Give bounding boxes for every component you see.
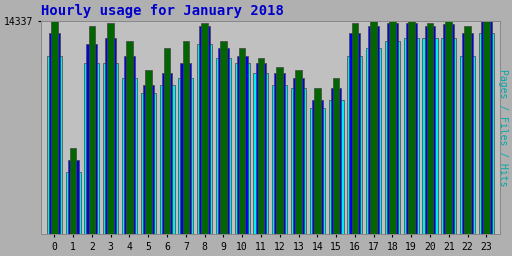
Bar: [481, 21, 492, 234]
Bar: [143, 85, 154, 234]
Bar: [329, 100, 344, 234]
Bar: [239, 48, 245, 234]
Bar: [199, 26, 210, 234]
Bar: [68, 160, 78, 234]
Bar: [443, 24, 454, 234]
Bar: [331, 88, 342, 234]
Bar: [145, 70, 152, 234]
Bar: [272, 85, 287, 234]
Bar: [333, 78, 339, 234]
Bar: [424, 26, 435, 234]
Bar: [218, 48, 229, 234]
Bar: [368, 26, 379, 234]
Bar: [426, 23, 433, 234]
Bar: [479, 33, 494, 234]
Bar: [464, 26, 471, 234]
Bar: [108, 23, 114, 234]
Bar: [293, 78, 304, 234]
Bar: [385, 41, 400, 234]
Bar: [103, 63, 118, 234]
Bar: [234, 63, 250, 234]
Bar: [216, 59, 231, 234]
Bar: [164, 48, 170, 234]
Bar: [366, 48, 381, 234]
Bar: [310, 108, 325, 234]
Bar: [253, 73, 268, 234]
Bar: [314, 88, 321, 234]
Bar: [389, 21, 396, 234]
Bar: [408, 21, 415, 234]
Bar: [162, 73, 173, 234]
Bar: [460, 56, 475, 234]
Bar: [87, 44, 97, 234]
Bar: [255, 63, 266, 234]
Bar: [178, 78, 194, 234]
Bar: [483, 21, 489, 234]
Bar: [220, 41, 227, 234]
Bar: [291, 88, 306, 234]
Bar: [403, 38, 419, 234]
Bar: [47, 56, 62, 234]
Bar: [441, 38, 456, 234]
Bar: [160, 85, 175, 234]
Y-axis label: Pages / Files / Hits: Pages / Files / Hits: [498, 69, 508, 186]
Bar: [274, 73, 285, 234]
Bar: [237, 56, 248, 234]
Bar: [126, 41, 133, 234]
Bar: [201, 23, 208, 234]
Bar: [347, 56, 362, 234]
Bar: [258, 59, 264, 234]
Bar: [122, 78, 137, 234]
Bar: [51, 21, 58, 234]
Bar: [295, 70, 302, 234]
Bar: [422, 38, 438, 234]
Bar: [352, 23, 358, 234]
Bar: [445, 21, 452, 234]
Bar: [276, 67, 283, 234]
Bar: [197, 44, 212, 234]
Bar: [124, 56, 135, 234]
Text: Hourly usage for January 2018: Hourly usage for January 2018: [41, 4, 284, 18]
Bar: [141, 93, 156, 234]
Bar: [49, 33, 60, 234]
Bar: [84, 63, 99, 234]
Bar: [350, 33, 360, 234]
Bar: [105, 38, 116, 234]
Bar: [89, 26, 95, 234]
Bar: [182, 41, 189, 234]
Bar: [462, 33, 473, 234]
Bar: [312, 100, 323, 234]
Bar: [70, 148, 76, 234]
Bar: [180, 63, 191, 234]
Bar: [387, 23, 398, 234]
Bar: [406, 23, 417, 234]
Bar: [66, 172, 80, 234]
Bar: [370, 21, 377, 234]
